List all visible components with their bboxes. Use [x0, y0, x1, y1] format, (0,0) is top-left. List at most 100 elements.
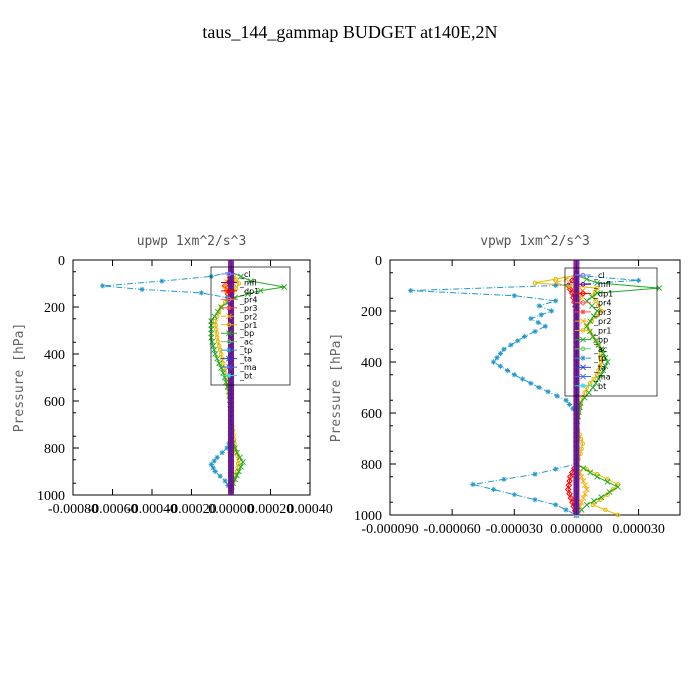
legend-label: _pr2 — [593, 317, 611, 326]
x-tick-label: -0.000030 — [486, 522, 543, 537]
data-point — [233, 285, 239, 291]
y-tick-label: 0 — [375, 254, 382, 269]
data-point — [218, 365, 225, 372]
data-point — [598, 346, 605, 353]
legend-marker — [226, 322, 232, 328]
data-point — [216, 360, 223, 367]
data-point — [528, 380, 534, 386]
chart-title: vpwp 1xm^2/s^3 — [480, 234, 590, 249]
data-point — [239, 459, 246, 466]
legend-label: _ta — [239, 355, 252, 364]
x-tick-label: -0.00020 — [166, 502, 216, 517]
data-point — [218, 304, 225, 310]
data-point — [214, 331, 219, 336]
data-point — [490, 486, 497, 493]
data-point — [584, 324, 590, 329]
legend-label: _cl — [239, 270, 251, 279]
data-point — [586, 328, 593, 335]
data-point — [595, 376, 602, 382]
legend-label: _ac — [593, 345, 607, 354]
data-point — [591, 498, 597, 504]
data-point — [593, 338, 599, 344]
x-tick-label: -0.00040 — [127, 502, 177, 517]
legend-marker — [580, 309, 586, 315]
data-point — [501, 346, 507, 352]
data-point — [234, 449, 240, 456]
data-point — [219, 450, 225, 456]
data-point — [615, 512, 621, 518]
data-point — [590, 333, 596, 340]
legend-marker — [580, 318, 586, 325]
data-point — [532, 280, 538, 286]
data-point — [592, 289, 598, 295]
data-point — [218, 351, 224, 357]
data-point — [511, 372, 517, 378]
data-point — [598, 494, 605, 501]
legend-marker — [580, 383, 586, 389]
legend-marker — [580, 346, 586, 352]
data-point — [212, 351, 219, 357]
data-point — [553, 282, 559, 289]
data-point — [566, 401, 573, 408]
data-point — [594, 308, 601, 314]
data-point — [234, 472, 240, 479]
chart-title: upwp 1xm^2/s^3 — [137, 234, 247, 249]
data-point — [593, 298, 599, 304]
data-point — [583, 323, 590, 330]
data-point — [594, 471, 600, 477]
legend-marker — [579, 299, 587, 306]
plot-frame — [72, 259, 311, 496]
data-point — [587, 469, 594, 476]
data-point — [594, 285, 600, 291]
data-point — [553, 298, 559, 304]
data-point — [583, 501, 590, 508]
legend-label: _pr3 — [593, 308, 611, 317]
data-point — [583, 486, 590, 493]
legend-marker — [226, 347, 232, 353]
data-point — [597, 363, 603, 369]
legend-label: _bp — [239, 329, 254, 338]
data-point — [594, 290, 601, 297]
data-point — [212, 318, 218, 324]
legend-label: _cl — [593, 271, 605, 280]
y-tick-label: 200 — [361, 305, 382, 320]
data-point — [598, 359, 604, 365]
data-point — [217, 473, 223, 479]
y-tick-label: 400 — [44, 348, 65, 363]
series-line — [534, 274, 619, 516]
data-point — [490, 359, 497, 365]
data-point — [590, 313, 597, 320]
data-point — [596, 342, 601, 348]
data-point — [590, 334, 596, 339]
legend-marker — [579, 290, 587, 297]
y-axis-label: Pressure [hPa] — [12, 323, 27, 433]
data-point — [236, 281, 242, 286]
data-point — [233, 277, 239, 282]
data-point — [497, 350, 504, 357]
legend-marker — [226, 271, 232, 277]
data-point — [198, 290, 204, 296]
data-point — [615, 482, 621, 487]
data-point — [580, 478, 587, 484]
data-point — [210, 465, 216, 471]
data-point — [223, 379, 229, 386]
data-point — [224, 295, 230, 301]
data-point — [596, 303, 601, 309]
data-point — [504, 367, 510, 374]
data-point — [592, 380, 599, 387]
data-point — [583, 276, 590, 283]
data-point — [470, 481, 476, 487]
series-bp — [573, 272, 663, 518]
series-line — [575, 274, 660, 516]
data-point — [208, 461, 214, 468]
data-point — [579, 446, 584, 452]
data-point — [554, 393, 560, 399]
legend-label: _ta — [593, 363, 606, 372]
data-point — [578, 506, 585, 513]
x-tick-label: 0.00020 — [248, 502, 294, 517]
legend-label: _mfl — [593, 280, 611, 289]
data-point — [587, 318, 594, 325]
legend-label: _ma — [239, 363, 257, 372]
data-point — [100, 283, 106, 289]
